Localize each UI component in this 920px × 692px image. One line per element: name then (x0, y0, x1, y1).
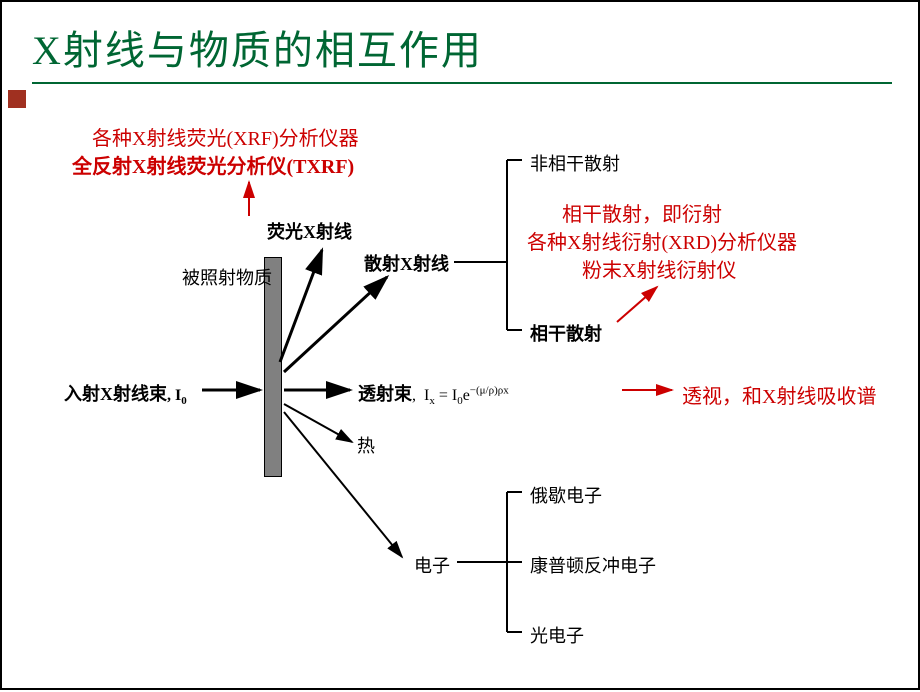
incident-i0: , I0 (167, 387, 187, 404)
diagram-svg (2, 2, 920, 692)
heat-label: 热 (357, 432, 375, 458)
compton-label: 康普顿反冲电子 (530, 552, 656, 578)
incident-label: 入射X射线束, I0 (64, 380, 187, 407)
fluorescent-label: 荧光X射线 (267, 218, 352, 244)
material-label: 被照射物质 (182, 264, 272, 290)
transmitted-label: 透射束, Ix = I0e−(μ/ρ)ρx (358, 380, 509, 407)
incident-text: 入射X射线束 (64, 384, 167, 404)
incoherent-label: 非相干散射 (530, 150, 620, 176)
electron-label: 电子 (414, 552, 450, 578)
transmitted-text: 透射束 (358, 384, 412, 404)
coherent-label: 相干散射 (530, 320, 602, 346)
scattered-label: 散射X射线 (364, 250, 449, 276)
auger-label: 俄歇电子 (530, 482, 602, 508)
photoelectron-label: 光电子 (530, 622, 584, 648)
